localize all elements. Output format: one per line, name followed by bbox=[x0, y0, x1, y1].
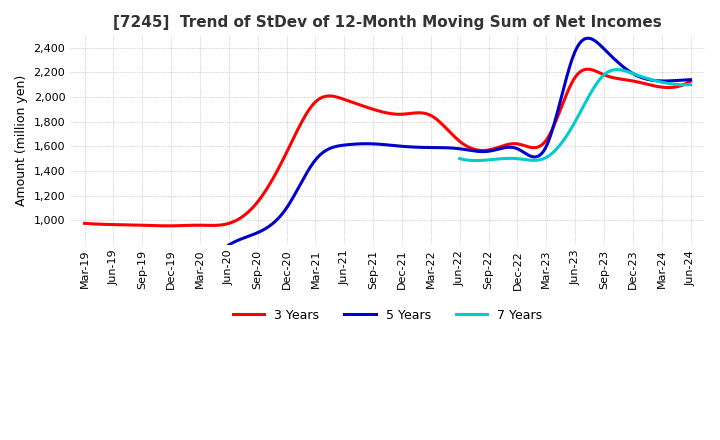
5 Years bbox=[686, 77, 695, 82]
7 Years bbox=[593, 79, 602, 84]
7 Years bbox=[472, 158, 480, 163]
Line: 5 Years: 5 Years bbox=[229, 38, 690, 245]
3 Years bbox=[595, 70, 603, 75]
7 Years bbox=[593, 80, 601, 85]
5 Years bbox=[498, 146, 506, 151]
5 Years bbox=[500, 145, 508, 150]
Line: 7 Years: 7 Years bbox=[460, 70, 690, 161]
Title: [7245]  Trend of StDev of 12-Month Moving Sum of Net Incomes: [7245] Trend of StDev of 12-Month Moving… bbox=[113, 15, 662, 30]
3 Years bbox=[82, 221, 91, 226]
Line: 3 Years: 3 Years bbox=[84, 69, 690, 226]
Legend: 3 Years, 5 Years, 7 Years: 3 Years, 5 Years, 7 Years bbox=[228, 304, 547, 327]
3 Years bbox=[163, 223, 172, 228]
7 Years bbox=[613, 67, 621, 72]
3 Years bbox=[441, 125, 450, 130]
Y-axis label: Amount (million yen): Amount (million yen) bbox=[15, 74, 28, 206]
5 Years bbox=[507, 145, 516, 150]
5 Years bbox=[225, 242, 233, 248]
7 Years bbox=[456, 156, 464, 161]
3 Years bbox=[634, 79, 642, 84]
5 Years bbox=[585, 36, 593, 41]
3 Years bbox=[80, 221, 89, 226]
7 Years bbox=[652, 78, 660, 84]
5 Years bbox=[615, 61, 624, 66]
5 Years bbox=[226, 242, 235, 247]
7 Years bbox=[666, 81, 675, 86]
5 Years bbox=[644, 77, 653, 82]
7 Years bbox=[456, 156, 465, 161]
3 Years bbox=[686, 78, 695, 84]
3 Years bbox=[443, 127, 451, 132]
3 Years bbox=[453, 137, 462, 142]
7 Years bbox=[686, 82, 695, 87]
7 Years bbox=[598, 74, 606, 80]
3 Years bbox=[583, 66, 592, 72]
